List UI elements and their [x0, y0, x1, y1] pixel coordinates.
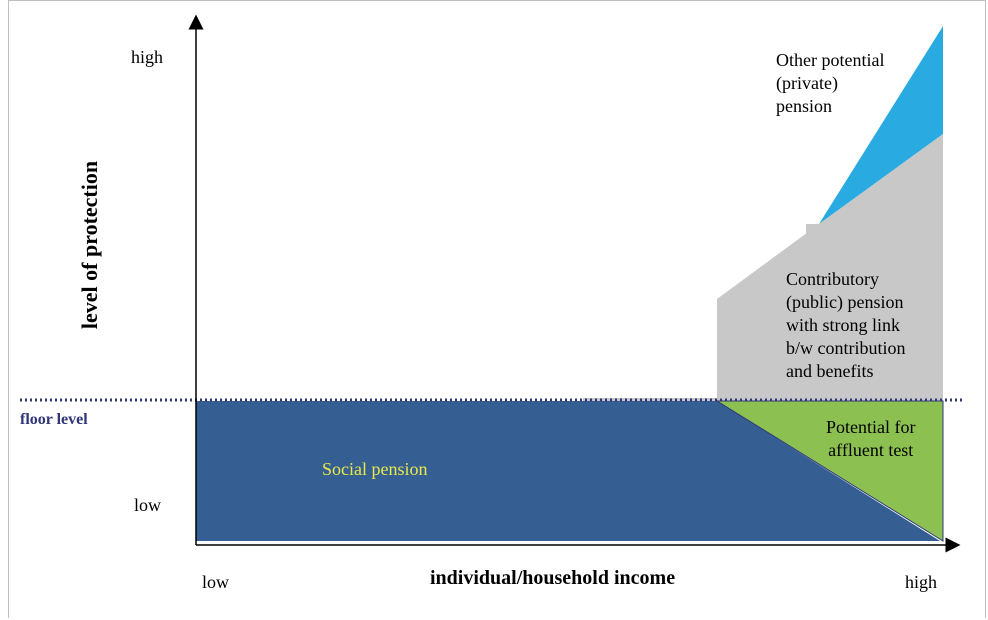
private-pension-label-line: Other potential [776, 50, 885, 70]
contributory-pension-label-line: with strong link [786, 315, 901, 335]
affluent-test-label: Potential for affluent test [826, 416, 915, 462]
y-axis-low-label: low [134, 495, 161, 515]
figure-frame [8, 0, 986, 618]
contributory-pension-region [717, 134, 943, 401]
private-pension-label-line: (private) [776, 73, 838, 93]
y-axis-high-label: high [131, 47, 164, 67]
y-axis-label: level of protection [77, 160, 102, 330]
social-pension-label: Social pension [322, 459, 428, 479]
contributory-pension-label-line: (public) pension [786, 292, 904, 312]
floor-level-label: floor level [20, 411, 88, 428]
private-pension-label: Other potential (private) pension [776, 49, 884, 118]
social-pension-region [196, 401, 940, 541]
contributory-pension-label-line: Contributory [786, 269, 879, 289]
contributory-pension-label-line: b/w contribution [786, 338, 906, 358]
x-axis-high-label: high [905, 572, 938, 592]
private-pension-region [819, 26, 943, 224]
private-pension-label-line: pension [776, 96, 832, 116]
affluent-test-label-line: Potential for [826, 417, 916, 437]
contributory-pension-label-line: and benefits [786, 361, 874, 381]
contributory-pension-label: Contributory (public) pension with stron… [786, 268, 906, 383]
contributory-pension-upper-band [806, 224, 943, 248]
affluent-test-label-line: affluent test [828, 440, 914, 460]
x-axis-low-label: low [202, 572, 229, 592]
x-axis-label: individual/household income [430, 567, 676, 589]
